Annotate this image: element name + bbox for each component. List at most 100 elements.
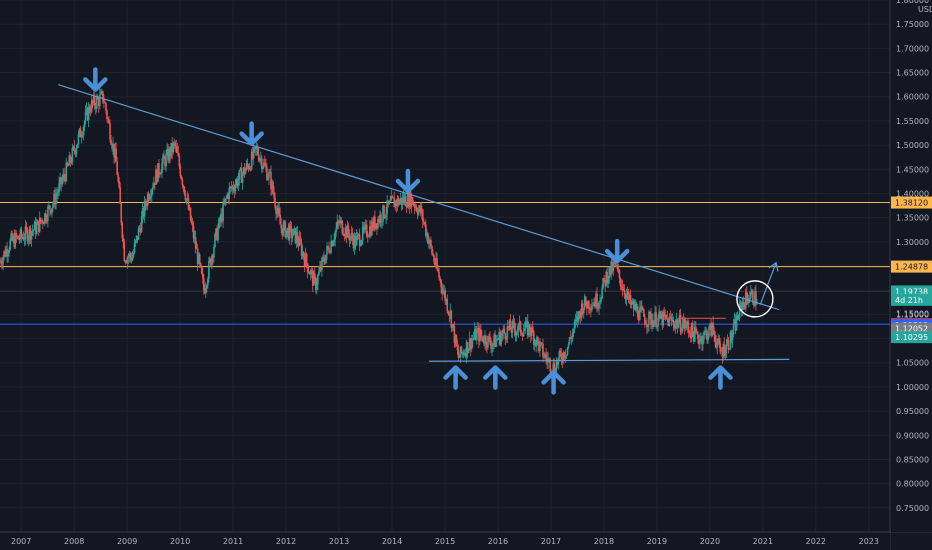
candle-body <box>50 210 52 214</box>
candle-body <box>106 110 108 119</box>
candle-body <box>266 167 268 180</box>
candle-body <box>487 335 489 348</box>
candle-body <box>420 209 423 214</box>
candle-body <box>331 241 333 246</box>
candle-body <box>603 277 605 280</box>
candle-body <box>385 213 387 217</box>
candle-body <box>742 301 745 304</box>
candle-body <box>162 155 164 164</box>
candle-body <box>616 265 619 270</box>
candle-body <box>411 197 414 205</box>
candle-body <box>629 295 632 305</box>
candle-body <box>452 324 455 326</box>
candle-body <box>653 320 655 327</box>
candle-body <box>684 325 687 329</box>
candle-body <box>568 337 571 344</box>
candle-body <box>572 329 575 333</box>
candle-body <box>517 324 520 332</box>
candle-body <box>415 206 418 212</box>
candle-body <box>2 257 4 265</box>
candle-body <box>494 334 496 347</box>
candle-body <box>640 306 642 308</box>
candle-body <box>202 277 205 290</box>
candle-body <box>481 335 483 337</box>
candle-body <box>605 271 607 286</box>
candle-body <box>198 254 201 264</box>
candle-body <box>753 303 755 306</box>
candle-body <box>81 135 84 137</box>
candle-body <box>409 191 412 207</box>
candle-body <box>277 207 279 211</box>
candle-body <box>408 191 411 207</box>
candle-body <box>537 337 539 342</box>
candle-body <box>482 336 484 342</box>
candle-body <box>435 258 437 266</box>
candle-body <box>429 240 431 243</box>
candle-body <box>113 143 115 158</box>
candle-body <box>558 350 561 358</box>
x-tick-label: 2021 <box>753 537 773 546</box>
candle-body <box>751 290 753 293</box>
candle-body <box>673 324 676 329</box>
candle-body <box>455 335 458 346</box>
candle-body <box>719 343 722 352</box>
x-tick-label: 2011 <box>223 537 243 546</box>
candle-body <box>511 321 514 333</box>
candle-body <box>125 262 128 264</box>
candle-body <box>165 154 167 167</box>
candle-body <box>724 352 727 357</box>
candle-body <box>356 234 359 236</box>
candle-body <box>203 289 206 294</box>
candle-body <box>167 148 169 161</box>
candle-body <box>291 235 294 238</box>
candle-body <box>161 163 163 174</box>
candle-body <box>267 178 269 180</box>
candle-body <box>317 275 319 285</box>
candle-body <box>310 270 313 272</box>
overlap-price-label: 1.15000 <box>896 309 929 318</box>
candle-body <box>520 332 523 335</box>
candle-body <box>88 106 91 112</box>
candle-body <box>488 335 490 337</box>
candle-body <box>680 331 683 332</box>
candle-body <box>617 269 620 270</box>
candle-body <box>630 302 633 305</box>
candle-body <box>196 248 199 265</box>
candle-body <box>406 192 409 208</box>
candle-body <box>238 170 241 180</box>
candle-body <box>581 303 584 314</box>
candle-body <box>251 151 254 159</box>
candle-body <box>348 234 351 241</box>
candle-body <box>274 197 276 208</box>
candle-body <box>436 258 438 269</box>
candle-body <box>380 214 382 223</box>
countdown-tag-bg <box>891 293 932 306</box>
time-axis <box>0 533 890 550</box>
candle-body <box>497 339 499 340</box>
candle-body <box>280 224 282 229</box>
candle-body <box>343 235 346 237</box>
candle-body <box>720 351 723 353</box>
candle-body <box>729 331 732 349</box>
candle-body <box>419 205 422 214</box>
candle-body <box>457 350 460 358</box>
candle-body <box>730 331 733 341</box>
candle-body <box>129 253 132 257</box>
candle-body <box>689 333 692 339</box>
candle-body <box>247 165 250 170</box>
candle-body <box>633 303 636 310</box>
candle-body <box>254 146 257 150</box>
candle-body <box>625 294 628 299</box>
candle-body <box>506 326 509 339</box>
candle-body <box>738 303 741 318</box>
y-tick-label: 1.60000 <box>896 93 929 102</box>
candle-body <box>662 311 665 326</box>
x-tick-label: 2019 <box>647 537 667 546</box>
candle-body <box>100 92 102 95</box>
candle-body <box>448 313 451 316</box>
candle-body <box>155 170 157 185</box>
candle-body <box>307 272 310 274</box>
candle-body <box>23 238 26 241</box>
candle-body <box>398 201 401 205</box>
candle-body <box>143 201 146 217</box>
